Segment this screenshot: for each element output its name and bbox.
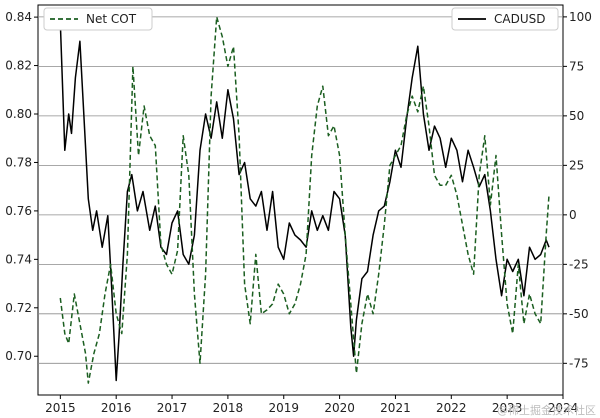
- left-tick-label: 0.82: [5, 59, 32, 73]
- x-tick-label: 2018: [213, 401, 244, 415]
- x-tick-label: 2022: [436, 401, 467, 415]
- left-tick-label: 0.76: [5, 204, 32, 218]
- series-line-cadusd: [59, 21, 550, 382]
- right-tick-label: -50: [569, 307, 589, 321]
- legend-cadusd: CADUSD: [451, 7, 559, 31]
- left-tick-label: 0.78: [5, 155, 32, 169]
- x-tick-label: 2015: [45, 401, 76, 415]
- left-y-axis: 0.70 0.72 0.74 0.76 0.78 0.80 0.82 0.84: [5, 10, 38, 363]
- x-tick-label: 2017: [157, 401, 188, 415]
- legend-label: Net COT: [86, 12, 137, 26]
- right-tick-label: 100: [569, 10, 592, 24]
- grid-lines: [38, 16, 563, 364]
- plot-frame: [37, 4, 564, 396]
- left-tick-label: 0.74: [5, 252, 32, 266]
- right-tick-label: 75: [569, 59, 584, 73]
- watermark: @稀土掘金技术社区: [497, 403, 596, 417]
- right-tick-label: 0: [569, 208, 577, 222]
- left-tick-label: 0.84: [5, 10, 32, 24]
- right-tick-label: -75: [569, 356, 589, 370]
- right-tick-label: -25: [569, 257, 589, 271]
- series-group: [59, 16, 550, 384]
- x-tick-label: 2019: [268, 401, 299, 415]
- x-tick-label: 2024: [548, 401, 579, 415]
- series-line-net-cot: [59, 16, 550, 384]
- right-y-axis: -75 -50 -25 0 25 50 75 100: [563, 10, 592, 370]
- legend-box: [451, 7, 559, 31]
- x-tick-label: 2023: [492, 401, 523, 415]
- x-tick-label: 2020: [324, 401, 355, 415]
- x-axis: 2015 2016 2017 2018 2019 2020 2021 2022 2023 2024: [45, 395, 578, 415]
- legend-label: CADUSD: [494, 12, 545, 26]
- left-tick-label: 0.80: [5, 107, 32, 121]
- x-tick-label: 2021: [380, 401, 411, 415]
- right-tick-label: 25: [569, 158, 584, 172]
- left-tick-label: 0.70: [5, 349, 32, 363]
- left-tick-label: 0.72: [5, 301, 32, 315]
- legend-box: [43, 7, 153, 31]
- legend-net-cot: Net COT: [43, 7, 153, 31]
- x-tick-label: 2016: [101, 401, 132, 415]
- right-tick-label: 50: [569, 109, 584, 123]
